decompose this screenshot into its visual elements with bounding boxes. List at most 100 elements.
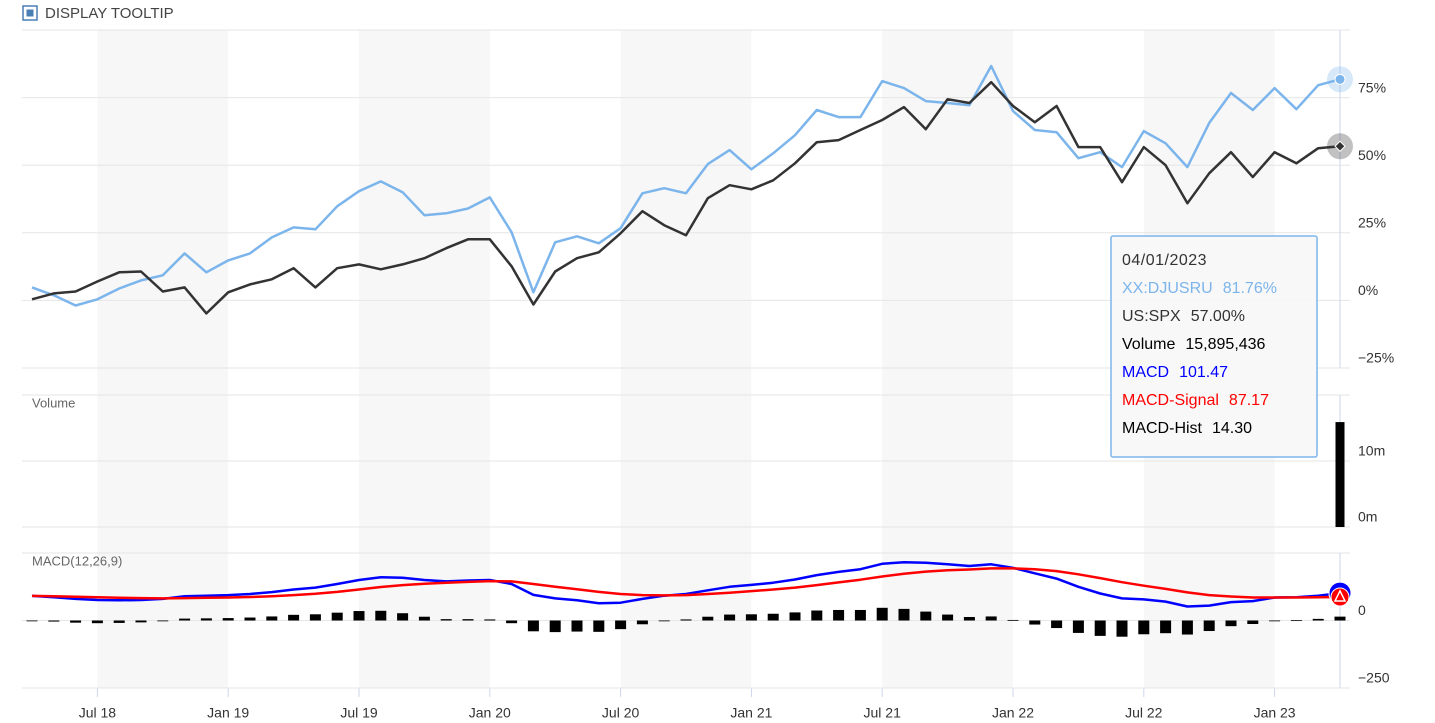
- bar: [353, 611, 365, 621]
- tooltip-value: 81.76%: [1223, 280, 1277, 297]
- bar: [833, 609, 845, 621]
- x-tick-label: Jan 23: [1254, 705, 1296, 721]
- tooltip-value: 87.17: [1229, 392, 1269, 409]
- band: [882, 30, 1013, 688]
- bar: [48, 620, 60, 622]
- y-tick-label: 50%: [1358, 147, 1386, 163]
- bar: [91, 620, 103, 624]
- y-tick-label: −25%: [1358, 350, 1394, 366]
- bar: [1247, 620, 1259, 625]
- bar: [418, 616, 430, 621]
- bar: [702, 616, 714, 621]
- bar: [767, 613, 779, 621]
- bar: [179, 618, 191, 621]
- end-marker: [1334, 140, 1346, 152]
- bar: [200, 618, 212, 621]
- bar: [615, 620, 627, 630]
- bar: [1335, 422, 1345, 527]
- bar: [571, 620, 583, 632]
- bar: [288, 614, 300, 621]
- bar: [1269, 620, 1281, 622]
- bar: [70, 620, 82, 623]
- bar: [26, 620, 38, 622]
- tooltip-date: 04/01/2023: [1122, 252, 1207, 269]
- band: [620, 30, 752, 688]
- bar: [1225, 620, 1237, 627]
- tooltip-name: XX:DJUSRU: [1122, 280, 1213, 297]
- band: [359, 30, 490, 688]
- bar: [1334, 616, 1346, 621]
- bar: [876, 607, 888, 621]
- bar: [1312, 618, 1324, 621]
- tooltip-value: 57.00%: [1191, 308, 1245, 325]
- y-tick-label: 25%: [1358, 215, 1386, 231]
- x-tick-label: Jul 19: [340, 705, 378, 721]
- bar: [157, 620, 169, 622]
- bar: [1181, 620, 1193, 635]
- bar: [745, 614, 757, 621]
- checkbox-check: [26, 9, 34, 17]
- tooltip-value: 15,895,436: [1185, 336, 1265, 353]
- x-tick-label: Jan 20: [469, 705, 511, 721]
- bar: [506, 620, 518, 624]
- bar: [724, 614, 736, 621]
- x-tick-label: Jan 19: [207, 705, 249, 721]
- bar: [244, 617, 256, 621]
- y-tick-label: 0: [1358, 602, 1366, 618]
- bar: [222, 618, 234, 621]
- bar: [985, 616, 997, 621]
- y-tick-label: 0%: [1358, 282, 1378, 298]
- panel-title: Volume: [32, 395, 75, 410]
- line: [31, 64, 1341, 307]
- bar: [1116, 620, 1128, 637]
- bar: [854, 609, 866, 621]
- end-marker-icon: [1333, 589, 1347, 602]
- bar: [811, 610, 823, 621]
- tooltip-value: 14.30: [1212, 420, 1252, 437]
- bar: [440, 619, 452, 621]
- tooltip-name: MACD: [1122, 364, 1169, 381]
- tooltip-toggle[interactable]: DISPLAY TOOLTIP: [22, 5, 174, 22]
- bar: [1029, 620, 1041, 625]
- bar: [920, 611, 932, 621]
- bar: [309, 614, 321, 621]
- bar: [135, 620, 147, 623]
- y-tick-label: 75%: [1358, 79, 1386, 95]
- bar: [113, 620, 125, 623]
- bar: [963, 616, 975, 621]
- bar: [636, 620, 648, 625]
- tooltip-name: Volume: [1122, 336, 1175, 353]
- x-tick-label: Jul 21: [864, 705, 902, 721]
- end-marker: [1334, 73, 1346, 85]
- tooltip-box: [1110, 235, 1318, 458]
- bar: [680, 619, 692, 621]
- y-tick-label: 10m: [1358, 443, 1385, 459]
- bar: [549, 620, 561, 633]
- bar: [898, 608, 910, 621]
- bar: [1160, 620, 1172, 634]
- line: [31, 567, 1341, 600]
- bar: [942, 614, 954, 621]
- y-tick-label: 0m: [1358, 509, 1377, 525]
- plot: Jul 18 Jan 19 Jul 19 Jan 20 Jul 20 Jan 21 Jul …: [22, 29, 1394, 721]
- bar: [331, 612, 343, 621]
- y-tick-label: −250: [1358, 670, 1390, 686]
- bar: [1072, 620, 1084, 633]
- bar: [266, 616, 278, 621]
- bar: [658, 620, 670, 622]
- tooltip-name: MACD-Hist: [1122, 420, 1203, 437]
- bar: [1007, 619, 1019, 621]
- tooltip: 04/01/2023 XX:DJUSRU 81.76% US:SPX 57.00% Vol…: [1110, 235, 1318, 458]
- x-tick-label: Jul 20: [602, 705, 640, 721]
- x-tick-label: Jul 22: [1125, 705, 1163, 721]
- bar: [397, 613, 409, 621]
- panel-title: MACD(12,26,9): [32, 553, 122, 568]
- bar: [527, 620, 539, 632]
- bands: [97, 30, 1275, 688]
- bar: [1094, 620, 1106, 636]
- x-tick-label: Jan 22: [992, 705, 1034, 721]
- tooltip-name: US:SPX: [1122, 308, 1181, 325]
- bar: [1290, 620, 1302, 622]
- toggle-label: DISPLAY TOOLTIP: [45, 5, 174, 22]
